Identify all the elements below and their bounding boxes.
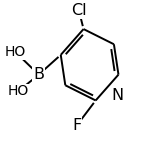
Text: F: F bbox=[72, 118, 81, 133]
Text: HO: HO bbox=[8, 84, 29, 98]
Text: Cl: Cl bbox=[71, 3, 87, 18]
Text: B: B bbox=[33, 67, 44, 82]
Text: N: N bbox=[112, 88, 124, 103]
Text: HO: HO bbox=[5, 45, 26, 59]
